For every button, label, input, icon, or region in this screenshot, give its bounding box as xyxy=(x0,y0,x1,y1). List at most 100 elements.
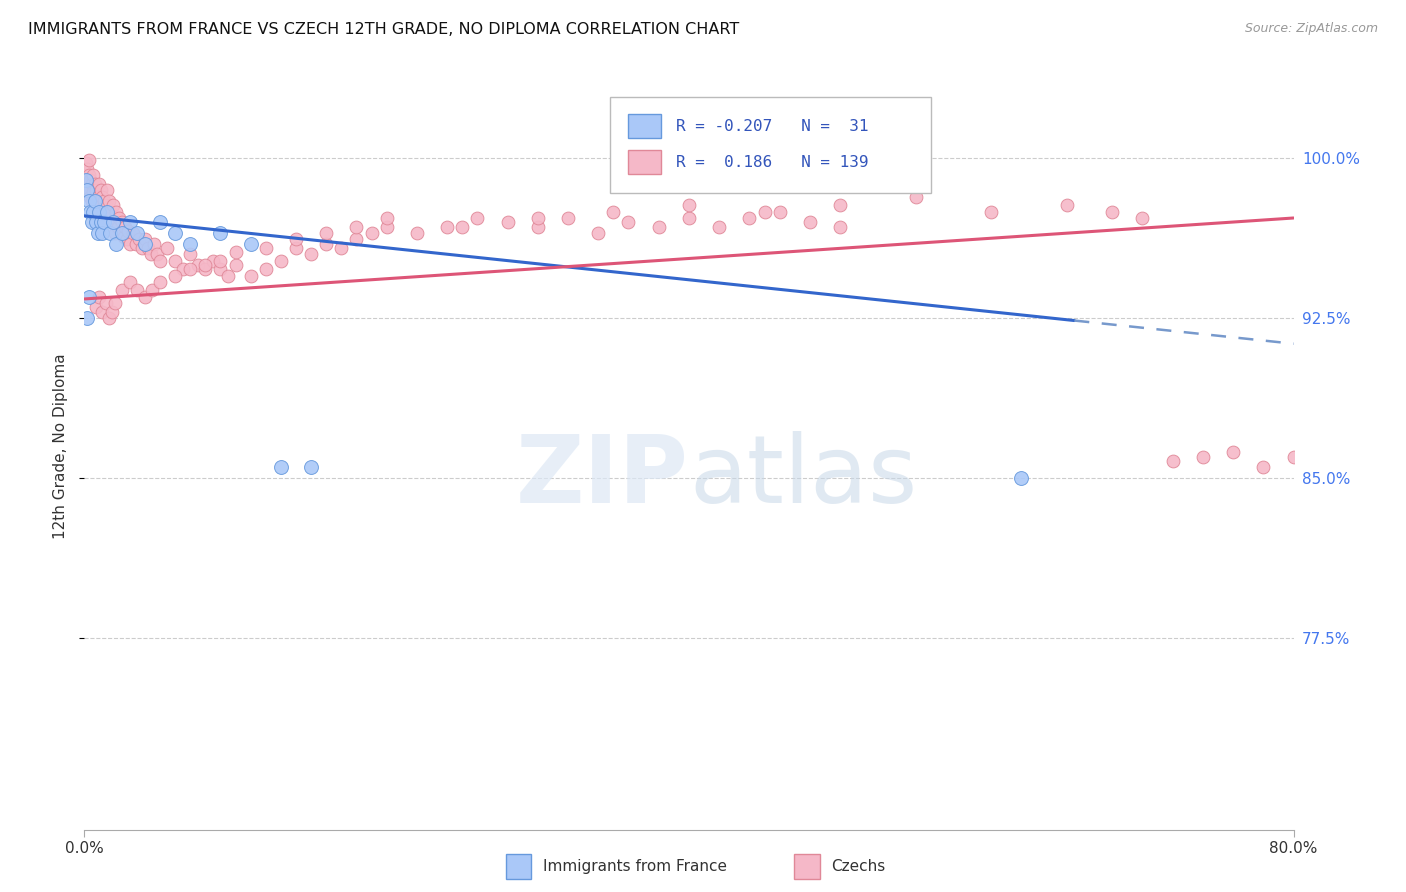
Point xyxy=(96,183,118,197)
Point xyxy=(406,226,429,240)
Point xyxy=(904,190,927,204)
Point xyxy=(285,241,308,255)
Y-axis label: 12th Grade, No Diploma: 12th Grade, No Diploma xyxy=(53,353,69,539)
Point xyxy=(134,232,156,246)
Point xyxy=(830,198,852,212)
Point xyxy=(76,311,98,326)
Point xyxy=(98,204,121,219)
Point xyxy=(96,204,118,219)
Point xyxy=(104,226,127,240)
Point xyxy=(134,236,156,251)
Point xyxy=(91,190,114,204)
Point xyxy=(80,194,103,208)
Point xyxy=(769,204,792,219)
Point xyxy=(90,215,112,229)
Point xyxy=(94,296,117,310)
Text: atlas: atlas xyxy=(689,431,917,523)
Point xyxy=(108,211,131,225)
Point xyxy=(209,253,232,268)
Point xyxy=(602,204,624,219)
Point xyxy=(1161,454,1184,468)
Point xyxy=(467,211,489,225)
Point xyxy=(90,183,112,197)
Point xyxy=(754,204,776,219)
Point xyxy=(107,219,129,234)
Point xyxy=(75,172,97,186)
Point xyxy=(98,226,121,240)
Point xyxy=(134,290,156,304)
Point xyxy=(346,219,368,234)
Point xyxy=(830,219,852,234)
Point xyxy=(79,190,101,204)
Point xyxy=(127,284,149,298)
Point xyxy=(299,247,322,261)
Point xyxy=(1056,198,1078,212)
Point xyxy=(86,183,108,197)
Point xyxy=(346,232,368,246)
Point xyxy=(79,204,101,219)
FancyBboxPatch shape xyxy=(794,854,820,879)
Point xyxy=(79,172,101,186)
Point xyxy=(84,194,107,208)
Point xyxy=(104,296,127,310)
Point xyxy=(149,275,172,289)
Point xyxy=(1192,450,1215,464)
Point xyxy=(94,198,117,212)
Point xyxy=(225,245,247,260)
Point xyxy=(136,241,159,255)
Text: Czechs: Czechs xyxy=(831,859,886,873)
FancyBboxPatch shape xyxy=(506,854,531,879)
Point xyxy=(1282,450,1305,464)
Point xyxy=(82,169,104,183)
Point xyxy=(209,226,232,240)
Point xyxy=(254,241,277,255)
Point xyxy=(77,183,100,197)
Point xyxy=(118,215,141,229)
Point xyxy=(91,305,114,319)
Point xyxy=(1011,471,1033,485)
Point xyxy=(496,215,519,229)
Point xyxy=(239,236,262,251)
Point xyxy=(77,194,100,208)
Point xyxy=(82,186,104,200)
Point xyxy=(360,226,382,240)
Point xyxy=(101,215,124,229)
Point xyxy=(156,241,179,255)
Point xyxy=(194,262,217,277)
Point xyxy=(115,232,138,246)
Point xyxy=(194,258,217,272)
Point xyxy=(131,241,153,255)
Point xyxy=(299,460,322,475)
Point xyxy=(87,190,110,204)
Point xyxy=(172,262,194,277)
FancyBboxPatch shape xyxy=(628,150,661,175)
Point xyxy=(179,262,201,277)
Point xyxy=(980,204,1002,219)
Point xyxy=(375,211,398,225)
Point xyxy=(270,460,292,475)
Point xyxy=(118,236,141,251)
Point xyxy=(111,226,134,240)
Point xyxy=(87,204,110,219)
Point xyxy=(77,169,100,183)
Point xyxy=(90,198,112,212)
Point xyxy=(75,155,97,169)
Point xyxy=(104,211,127,225)
Point xyxy=(527,211,550,225)
Point xyxy=(149,253,172,268)
Text: R =  0.186   N = 139: R = 0.186 N = 139 xyxy=(676,154,869,169)
Point xyxy=(118,275,141,289)
Point xyxy=(128,232,150,246)
Point xyxy=(557,211,579,225)
Text: IMMIGRANTS FROM FRANCE VS CZECH 12TH GRADE, NO DIPLOMA CORRELATION CHART: IMMIGRANTS FROM FRANCE VS CZECH 12TH GRA… xyxy=(28,22,740,37)
Point xyxy=(91,204,114,219)
Point xyxy=(201,253,224,268)
Point xyxy=(527,219,550,234)
FancyBboxPatch shape xyxy=(628,114,661,138)
Point xyxy=(80,215,103,229)
Point xyxy=(89,204,111,219)
Point xyxy=(89,194,111,208)
Text: Source: ZipAtlas.com: Source: ZipAtlas.com xyxy=(1244,22,1378,36)
Point xyxy=(187,258,209,272)
Point xyxy=(125,236,148,251)
